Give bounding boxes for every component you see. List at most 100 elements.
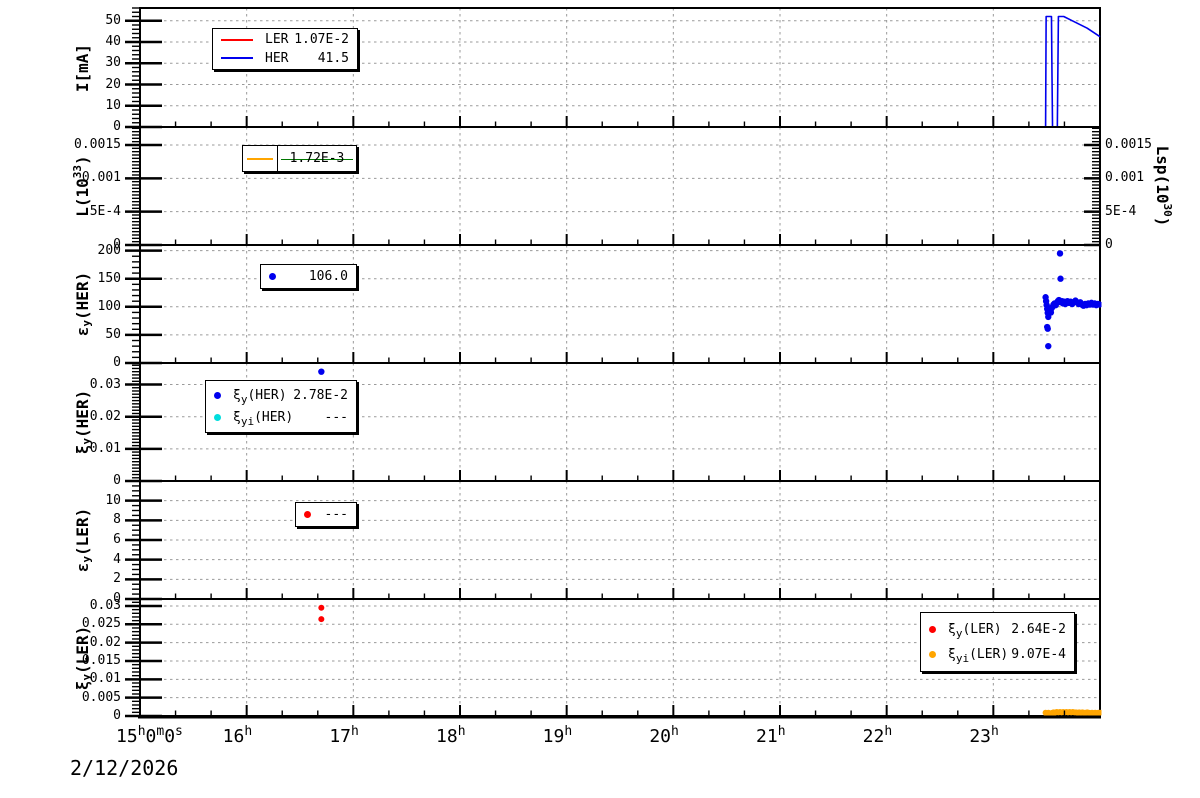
ytick-label-xiy_her: 0.03 [89, 376, 121, 392]
legend-label: HER [265, 51, 288, 66]
xtick-label-21h: 21h [756, 724, 786, 747]
text-part: h [884, 724, 893, 739]
legend-xiy_ler: ξy(LER) 2.64E-2 ξyi(LER) 9.07E-4 [920, 612, 1075, 672]
legend-line-marker [221, 38, 253, 41]
text-part: 23 [969, 726, 992, 747]
text-part: ξ [948, 646, 956, 662]
legend-value: 2.64E-2 [1011, 622, 1066, 638]
ytick-label-xiy_ler: 0.03 [89, 597, 121, 613]
text-part: ξ [72, 444, 92, 455]
series-xiy_ler_dots [318, 604, 325, 623]
legend-dot-marker [214, 392, 221, 399]
legend-row: 106.0 [269, 269, 348, 284]
right-axis-title-luminosity: Lsp(10 30) [1152, 101, 1175, 271]
legend-row: ξy(LER) 2.64E-2 [929, 622, 1066, 641]
text-part: h [457, 724, 466, 739]
text-part: 21 [756, 726, 778, 747]
legend-row: ξy(HER) 2.78E-2 [214, 388, 348, 406]
ytick-label-xiy_ler: 0.005 [81, 689, 121, 705]
legend-label: ξy(HER) [233, 388, 287, 406]
ytick-label-current: 20 [105, 76, 121, 92]
ytick-label-xiy_ler: 0.015 [81, 652, 121, 668]
panel-ey_her-ticks [125, 244, 1066, 365]
ytick-label-luminosity: 5E-4 [89, 203, 121, 219]
panel-ey_her-grid [140, 245, 1100, 363]
xtick-label-16h: 16h [223, 724, 253, 747]
axis-title-xiy_ler: ξ y (LER) [71, 573, 93, 743]
legend-value: 9.07E-4 [1011, 646, 1066, 662]
ytick-label-ey_her: 50 [105, 326, 121, 342]
text-part: HER [265, 50, 289, 66]
legend-value: --- [324, 507, 348, 522]
ytick-label-xiy_ler: 0.01 [89, 671, 121, 687]
legend-value: 41.5 [317, 50, 349, 66]
ytick-label-current: 0 [113, 119, 121, 134]
ytick-label-ey_ler: 2 [113, 571, 121, 587]
text-part: (HER) [254, 410, 294, 425]
text-part: (HER) [72, 271, 92, 320]
text-part: (HER) [72, 389, 92, 438]
legend-row: ξyi(HER) --- [214, 410, 348, 428]
ytick-label-xiy_her: 0 [113, 473, 121, 488]
ytick-label-ey_ler: 10 [105, 492, 121, 508]
ytick-label-ey_ler: 6 [113, 532, 121, 547]
text-part: yi [955, 651, 970, 665]
legend-label: ξy(LER) [948, 622, 1002, 641]
xtick-label-23h: 23h [969, 724, 999, 747]
text-part: ξ [72, 680, 92, 690]
panel-current-grid [140, 8, 1100, 127]
text-part: ξ [233, 410, 241, 425]
text-part: y [240, 393, 248, 406]
ytick-label-luminosity: 0.001 [81, 170, 121, 186]
ytick-label-luminosity: 0 [113, 237, 121, 252]
text-part: Lsp(10 [1153, 145, 1173, 204]
text-part: (LER) [962, 622, 1002, 638]
ytick-label-ey_ler: 0 [113, 591, 121, 606]
legend-value: 1.07E-2 [294, 32, 349, 48]
text-part: h [564, 724, 573, 739]
right-ytick-label-luminosity: 0.001 [1105, 170, 1145, 186]
text-part: y [79, 437, 93, 445]
right-ytick-label-luminosity: 5E-4 [1105, 203, 1137, 219]
date-label: 2/12/2026 [70, 756, 179, 780]
text-part: h [777, 724, 786, 739]
text-part: 19 [542, 726, 565, 747]
panel-ey_ler-grid [140, 481, 1100, 599]
text-part: 0 [164, 726, 176, 747]
panel-ey_ler-ticks [125, 485, 1066, 601]
legend-luminosity: 1.72E-3 [242, 145, 357, 172]
ytick-label-xiy_her: 0.01 [89, 440, 121, 456]
xtick-label-15h: 15h0m0s [116, 724, 183, 747]
panel-xiy_her-grid [140, 363, 1100, 481]
text-part: ξ [233, 388, 241, 403]
legend-value-cell: 1.72E-3 [278, 146, 356, 171]
ytick-label-current: 30 [105, 55, 121, 71]
text-part: y [955, 627, 963, 641]
text-part: y [79, 555, 93, 563]
xtick-label-18h: 18h [436, 724, 466, 747]
text-part: (LER) [969, 646, 1009, 662]
right-ytick-label-luminosity: 0 [1105, 237, 1113, 252]
legend-value: 106.0 [308, 269, 348, 284]
text-part: ε [72, 562, 92, 573]
text-part: 33 [70, 164, 84, 179]
legend-value: 2.78E-2 [293, 388, 348, 403]
series-HER [140, 15, 1101, 128]
ytick-label-ey_ler: 4 [113, 551, 121, 567]
text-part: (LER) [72, 507, 92, 556]
text-part: 30 [1161, 203, 1175, 217]
text-part: I[mA] [72, 43, 92, 92]
legend-line-marker [247, 157, 273, 160]
ytick-label-luminosity: 0.0015 [74, 137, 121, 152]
legend-dot-marker [929, 650, 936, 658]
text-part: 22 [862, 726, 885, 747]
ytick-label-xiy_ler: 0 [113, 708, 121, 723]
ytick-label-current: 10 [105, 97, 121, 113]
legend-xiy_her: ξy(HER) 2.78E-2 ξyi(HER) --- [205, 380, 357, 433]
ytick-label-xiy_ler: 0.025 [81, 616, 121, 632]
legend-row: ξyi(LER) 9.07E-4 [929, 646, 1066, 665]
text-part: 18 [436, 726, 458, 747]
ytick-label-ey_her: 0 [113, 355, 121, 370]
legend-label: ξyi(LER) [948, 646, 1009, 665]
